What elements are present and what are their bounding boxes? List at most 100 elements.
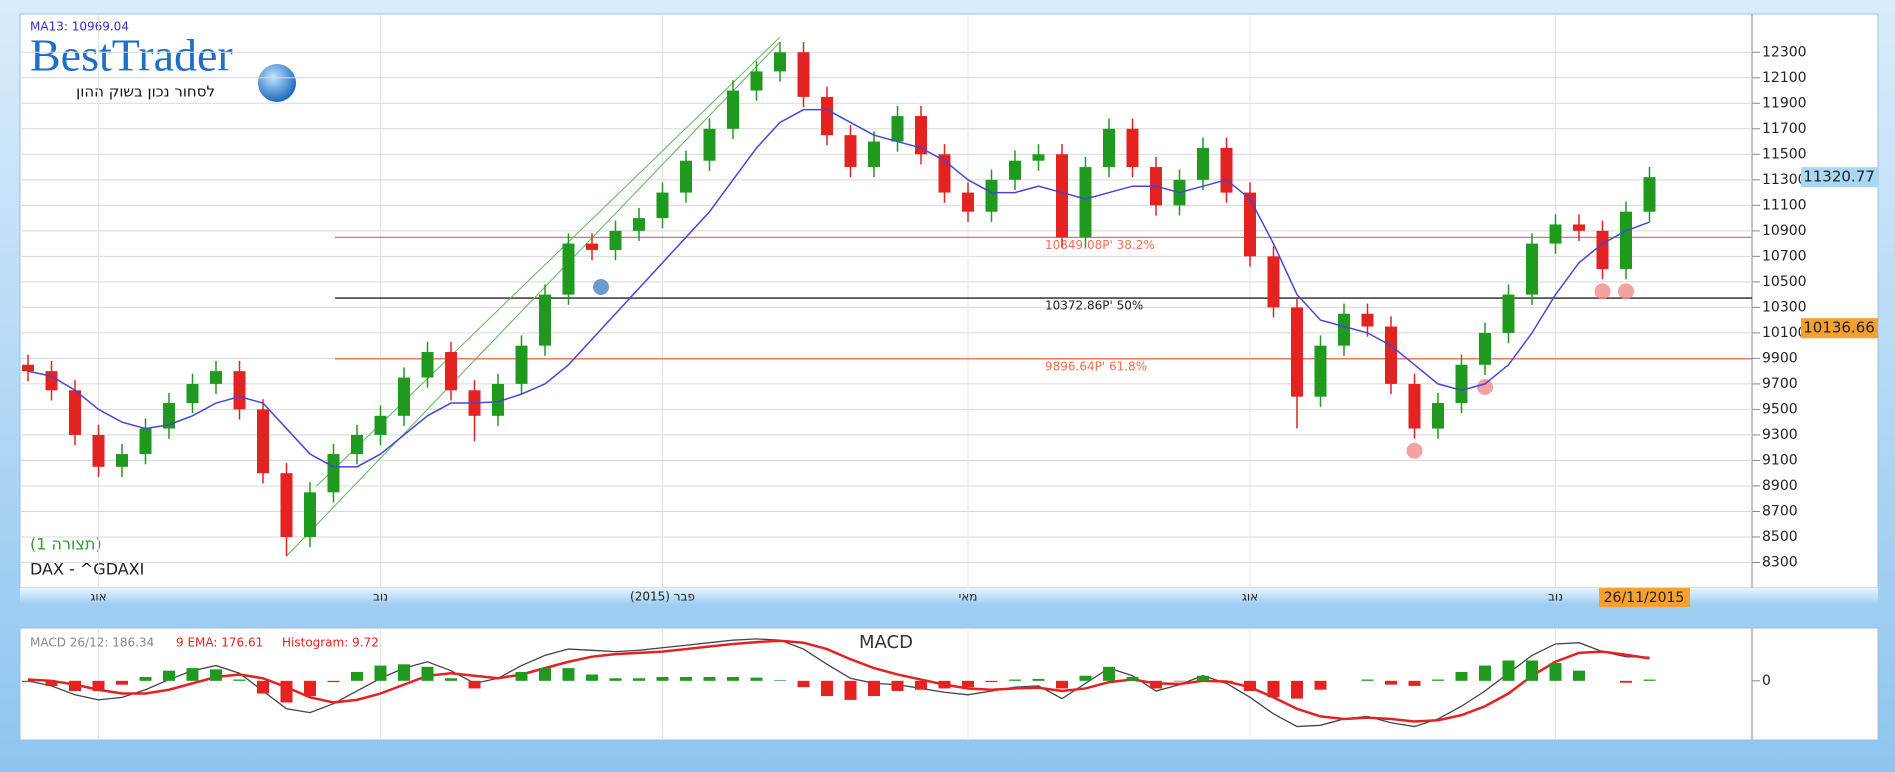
histogram-bar (139, 677, 152, 681)
histogram-bar (1479, 665, 1491, 681)
fib-label: 10849.08P' 38.2% (1045, 238, 1155, 252)
candle-body (562, 243, 575, 295)
pivot-marker (1406, 442, 1423, 459)
histogram-bar (985, 680, 998, 683)
candle-body (1009, 160, 1021, 180)
candle-body (233, 371, 246, 410)
histogram-bar (327, 680, 340, 683)
candle-body (398, 377, 410, 416)
pivot-marker (1477, 378, 1493, 395)
candle-body (656, 192, 669, 219)
histogram-bar (445, 678, 457, 681)
candle-body (633, 218, 645, 231)
candle-body (891, 116, 904, 142)
date-badge-label: 26/11/2015 (1604, 590, 1685, 606)
y-tick-label: 9100 (1762, 452, 1798, 468)
candle-body (985, 179, 998, 212)
x-tick-label: אוג (90, 590, 106, 604)
x-tick-label: אוג (1242, 590, 1258, 604)
histogram-bar (233, 679, 246, 681)
candle-body (445, 352, 457, 391)
candle-body (1432, 403, 1444, 429)
y-tick-label: 8500 (1762, 529, 1798, 545)
histogram-bar (210, 669, 222, 681)
candle-body (327, 454, 340, 493)
candle-body (116, 454, 128, 467)
candle-body (280, 473, 293, 537)
candle-body (1267, 256, 1280, 308)
histogram-bar (1620, 680, 1632, 683)
histogram-bar (1432, 679, 1444, 681)
main-panel (19, 13, 1879, 589)
candle-body (1220, 147, 1233, 193)
candle-body (915, 116, 927, 155)
histogram-bar (750, 677, 763, 681)
histogram-bar (1103, 666, 1115, 681)
histogram-bar (1009, 679, 1021, 681)
logo-globe (258, 64, 296, 102)
histogram-bar (304, 680, 316, 697)
candle-body (609, 230, 622, 250)
histogram-bar (680, 677, 692, 681)
histogram-bar (915, 680, 927, 690)
pivot-marker (1618, 283, 1634, 300)
y-tick-label: 8900 (1762, 478, 1798, 494)
histogram-bar (1314, 680, 1327, 690)
logo: BestTrader לסחור נכון בשוק ההון (30, 30, 296, 102)
legend-entry: MACD 26/12: 186.34 (30, 636, 154, 650)
histogram-bar (186, 668, 199, 681)
candle-body (186, 383, 199, 404)
price-badge (1801, 318, 1878, 339)
price-badge (1801, 167, 1878, 188)
histogram-bar (586, 674, 598, 681)
y-tick-label: 9300 (1762, 427, 1798, 443)
candle-body (374, 415, 387, 435)
histogram-bar (727, 677, 739, 681)
histogram-bar (398, 664, 410, 681)
candle-body (868, 141, 880, 168)
candle-body (1596, 230, 1609, 270)
macd-line (27, 639, 1650, 723)
candle-body (586, 243, 598, 250)
histogram-bar (257, 680, 269, 694)
histogram-bar (1291, 680, 1303, 699)
candle-body (727, 90, 739, 129)
histogram-bar (1455, 671, 1468, 681)
candle-body (1032, 154, 1045, 161)
y-tick-label: 11300 (1762, 172, 1807, 188)
pivot-marker (1594, 283, 1611, 300)
y-tick-label: 10100 (1762, 325, 1807, 341)
histogram-bar (1032, 678, 1045, 681)
y-tick-label: 12300 (1762, 44, 1807, 60)
histogram-bar (1267, 680, 1280, 698)
y-tick-label: 8300 (1762, 554, 1798, 570)
candle-body (304, 492, 316, 537)
candle-body (1479, 332, 1491, 365)
histogram-bar (69, 680, 81, 691)
y-tick-label: 11700 (1762, 121, 1807, 137)
candle-body (1314, 345, 1327, 397)
histogram-bar (1502, 660, 1515, 681)
histogram-bar (821, 680, 833, 697)
histogram-bar (1526, 660, 1538, 681)
histogram-bar (1643, 679, 1656, 681)
candle-body (1056, 154, 1068, 238)
candle-body (69, 390, 81, 435)
fib-label: 10372.86P' 50% (1045, 299, 1143, 313)
macd-line (27, 638, 1650, 728)
candle-body (163, 403, 175, 429)
histogram-bar (280, 680, 293, 703)
y-tick-label: 10300 (1762, 299, 1807, 315)
candle-body (1338, 313, 1350, 346)
candle-body (210, 371, 222, 384)
candle-body (821, 96, 833, 136)
candle-body (515, 345, 528, 384)
y-tick-label: 10700 (1762, 248, 1807, 264)
histogram-bar (844, 680, 857, 700)
time-axis (20, 588, 1878, 605)
fib-label: 9896.64P' 61.8% (1045, 359, 1147, 373)
histogram-bar (1244, 680, 1256, 691)
candle-body (257, 409, 269, 474)
logo-name: BestTrader (30, 30, 233, 81)
candle-body (750, 71, 763, 91)
